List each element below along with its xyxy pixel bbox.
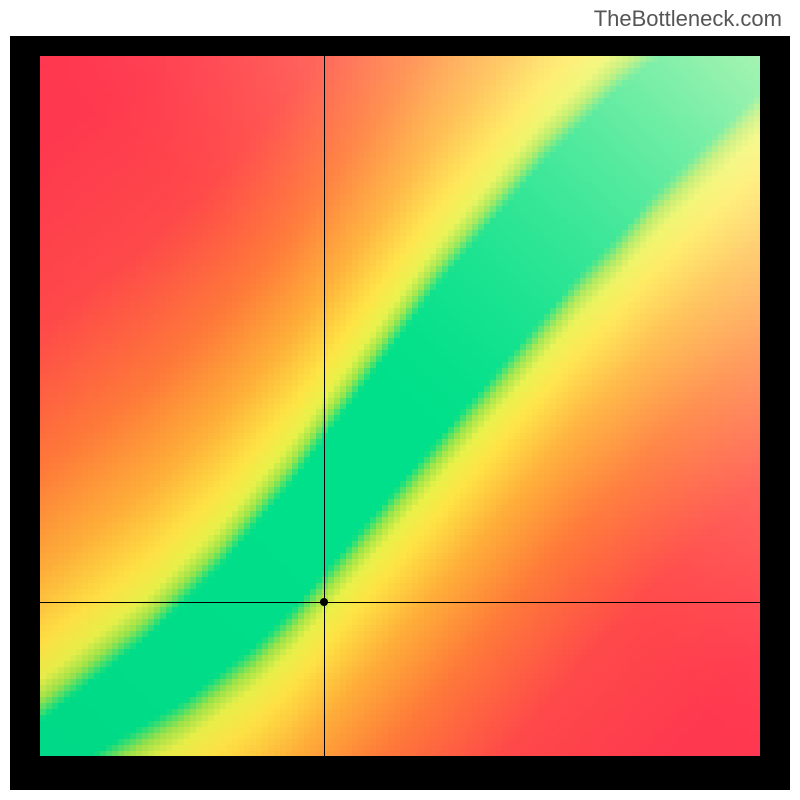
crosshair-horizontal	[40, 602, 760, 603]
crosshair-vertical	[324, 56, 325, 756]
chart-container: TheBottleneck.com	[0, 0, 800, 800]
heatmap-canvas	[40, 56, 760, 756]
watermark-text: TheBottleneck.com	[594, 6, 782, 32]
plot-area	[40, 56, 760, 756]
plot-outer-border	[10, 36, 790, 790]
